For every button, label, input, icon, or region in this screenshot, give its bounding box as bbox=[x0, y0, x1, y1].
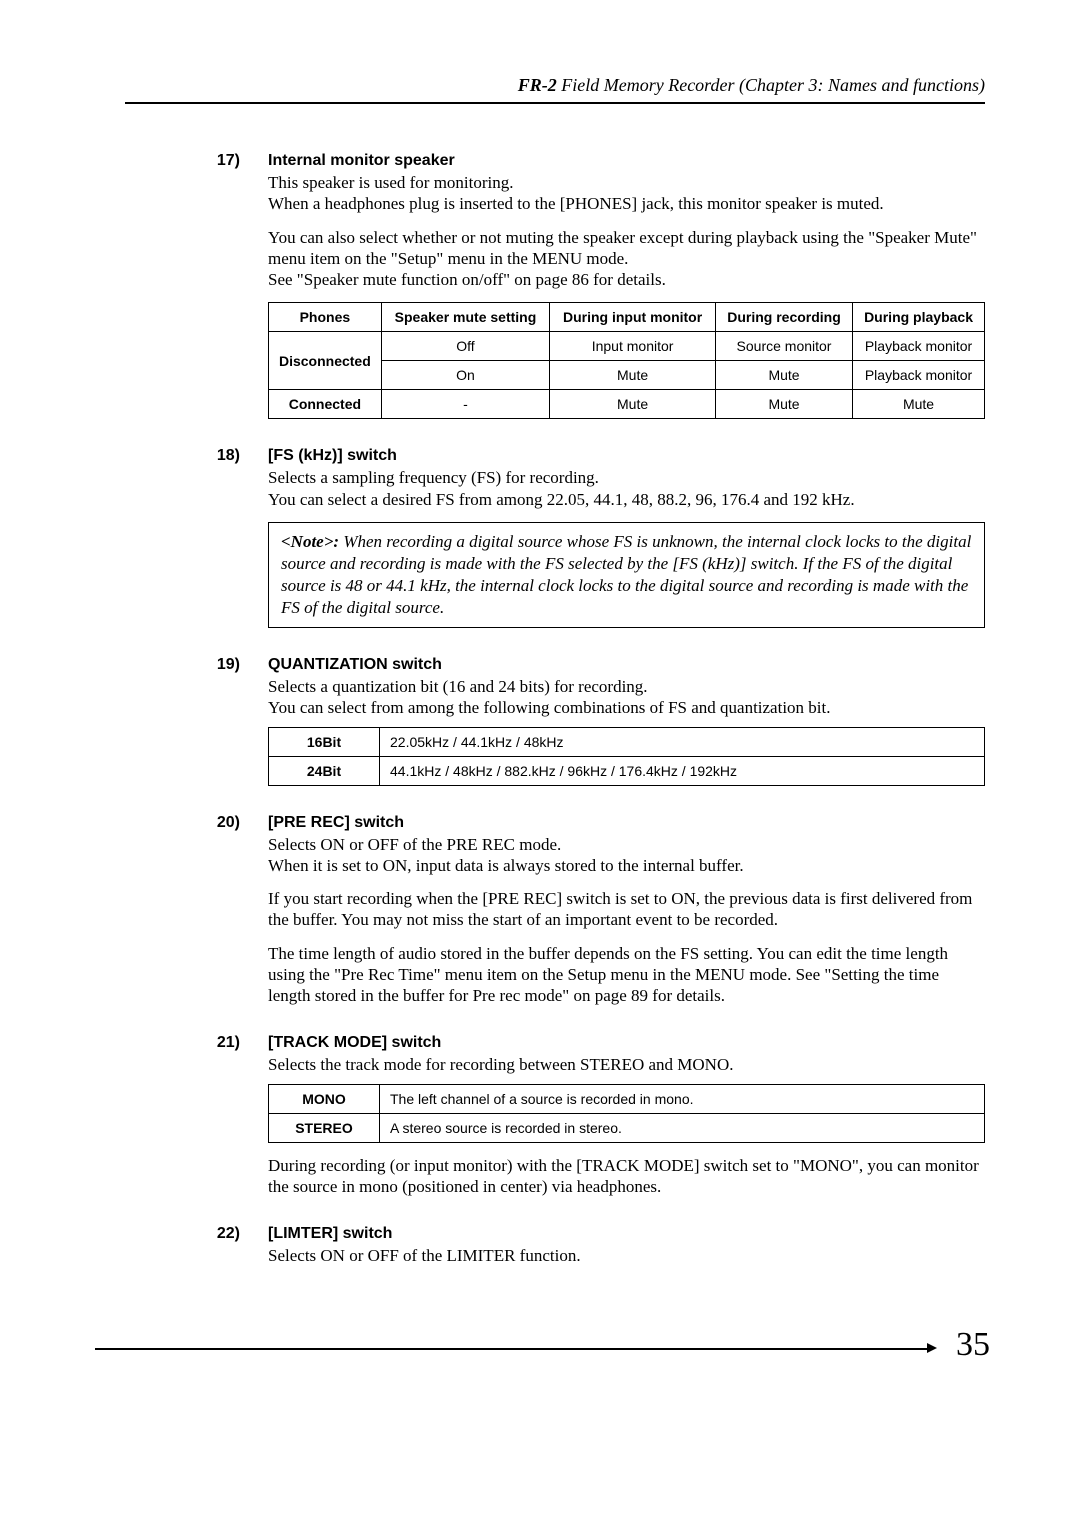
table-row: 16Bit 22.05kHz / 44.1kHz / 48kHz bbox=[269, 727, 985, 756]
paragraph: The time length of audio stored in the b… bbox=[268, 943, 985, 1007]
table-cell: Mute bbox=[715, 361, 852, 390]
section-title: [FS (kHz)] switch bbox=[268, 447, 985, 465]
paragraph: Selects the track mode for recording bet… bbox=[268, 1054, 985, 1075]
section-number: 20) bbox=[125, 814, 268, 1007]
page: FR-2 Field Memory Recorder (Chapter 3: N… bbox=[0, 0, 1080, 1436]
table-header-row: Phones Speaker mute setting During input… bbox=[269, 303, 985, 332]
table-cell: On bbox=[381, 361, 549, 390]
table-cell: MONO bbox=[269, 1084, 380, 1113]
table-cell: 44.1kHz / 48kHz / 882.kHz / 96kHz / 176.… bbox=[380, 756, 985, 785]
table-cell: Connected bbox=[269, 390, 382, 419]
table-cell: Mute bbox=[853, 390, 985, 419]
section-number: 22) bbox=[125, 1225, 268, 1266]
section-title: QUANTIZATION switch bbox=[268, 656, 985, 674]
section-number: 21) bbox=[125, 1034, 268, 1197]
table-cell: Mute bbox=[550, 390, 716, 419]
paragraph: Selects ON or OFF of the LIMITER functio… bbox=[268, 1245, 985, 1266]
table-cell: STEREO bbox=[269, 1113, 380, 1142]
table-row: STEREO A stereo source is recorded in st… bbox=[269, 1113, 985, 1142]
running-header: FR-2 Field Memory Recorder (Chapter 3: N… bbox=[125, 75, 985, 104]
table-cell: 22.05kHz / 44.1kHz / 48kHz bbox=[380, 727, 985, 756]
paragraph: You can also select whether or not mutin… bbox=[268, 227, 985, 270]
section-21: 21) [TRACK MODE] switch Selects the trac… bbox=[125, 1034, 985, 1197]
table-row: Connected - Mute Mute Mute bbox=[269, 390, 985, 419]
table-cell: A stereo source is recorded in stereo. bbox=[380, 1113, 985, 1142]
paragraph: Selects ON or OFF of the PRE REC mode. bbox=[268, 834, 985, 855]
note-label: <Note>: bbox=[281, 532, 339, 551]
page-footer: 35 bbox=[125, 1326, 985, 1376]
table-cell: Playback monitor bbox=[853, 361, 985, 390]
page-number: 35 bbox=[956, 1326, 990, 1364]
section-19: 19) QUANTIZATION switch Selects a quanti… bbox=[125, 656, 985, 786]
paragraph: See "Speaker mute function on/off" on pa… bbox=[268, 269, 985, 290]
table-cell: Off bbox=[381, 332, 549, 361]
section-title: Internal monitor speaker bbox=[268, 152, 985, 170]
paragraph: If you start recording when the [PRE REC… bbox=[268, 888, 985, 931]
paragraph: When a headphones plug is inserted to th… bbox=[268, 193, 985, 214]
section-number: 17) bbox=[125, 152, 268, 419]
section-number: 18) bbox=[125, 447, 268, 628]
header-rest: Field Memory Recorder (Chapter 3: Names … bbox=[557, 75, 985, 95]
table-cell: 16Bit bbox=[269, 727, 380, 756]
section-22: 22) [LIMTER] switch Selects ON or OFF of… bbox=[125, 1225, 985, 1266]
footer-arrow-icon bbox=[927, 1343, 937, 1353]
table-row: MONO The left channel of a source is rec… bbox=[269, 1084, 985, 1113]
table-cell: The left channel of a source is recorded… bbox=[380, 1084, 985, 1113]
paragraph: This speaker is used for monitoring. bbox=[268, 172, 985, 193]
table-cell: Disconnected bbox=[269, 332, 382, 390]
table-cell: 24Bit bbox=[269, 756, 380, 785]
paragraph: Selects a quantization bit (16 and 24 bi… bbox=[268, 676, 985, 697]
table-header: Speaker mute setting bbox=[381, 303, 549, 332]
section-title: [PRE REC] switch bbox=[268, 814, 985, 832]
paragraph: You can select a desired FS from among 2… bbox=[268, 489, 985, 510]
section-20: 20) [PRE REC] switch Selects ON or OFF o… bbox=[125, 814, 985, 1007]
footer-rule bbox=[95, 1348, 930, 1350]
table-row: 24Bit 44.1kHz / 48kHz / 882.kHz / 96kHz … bbox=[269, 756, 985, 785]
paragraph: You can select from among the following … bbox=[268, 697, 985, 718]
section-number: 19) bbox=[125, 656, 268, 786]
table-row: Disconnected Off Input monitor Source mo… bbox=[269, 332, 985, 361]
table-header: Phones bbox=[269, 303, 382, 332]
paragraph: When it is set to ON, input data is alwa… bbox=[268, 855, 985, 876]
table-cell: Playback monitor bbox=[853, 332, 985, 361]
section-title: [TRACK MODE] switch bbox=[268, 1034, 985, 1052]
section-17: 17) Internal monitor speaker This speake… bbox=[125, 152, 985, 419]
table-cell: - bbox=[381, 390, 549, 419]
table-cell: Source monitor bbox=[715, 332, 852, 361]
section-title: [LIMTER] switch bbox=[268, 1225, 985, 1243]
table-header: During input monitor bbox=[550, 303, 716, 332]
paragraph: Selects a sampling frequency (FS) for re… bbox=[268, 467, 985, 488]
quantization-table: 16Bit 22.05kHz / 44.1kHz / 48kHz 24Bit 4… bbox=[268, 727, 985, 786]
table-header: During playback bbox=[853, 303, 985, 332]
speaker-mute-table: Phones Speaker mute setting During input… bbox=[268, 302, 985, 419]
note-text: When recording a digital source whose FS… bbox=[281, 532, 971, 617]
table-cell: Mute bbox=[715, 390, 852, 419]
paragraph: During recording (or input monitor) with… bbox=[268, 1155, 985, 1198]
section-18: 18) [FS (kHz)] switch Selects a sampling… bbox=[125, 447, 985, 628]
table-cell: Input monitor bbox=[550, 332, 716, 361]
note-box: <Note>: When recording a digital source … bbox=[268, 522, 985, 628]
track-mode-table: MONO The left channel of a source is rec… bbox=[268, 1084, 985, 1143]
table-cell: Mute bbox=[550, 361, 716, 390]
header-model: FR-2 bbox=[518, 75, 557, 95]
table-header: During recording bbox=[715, 303, 852, 332]
